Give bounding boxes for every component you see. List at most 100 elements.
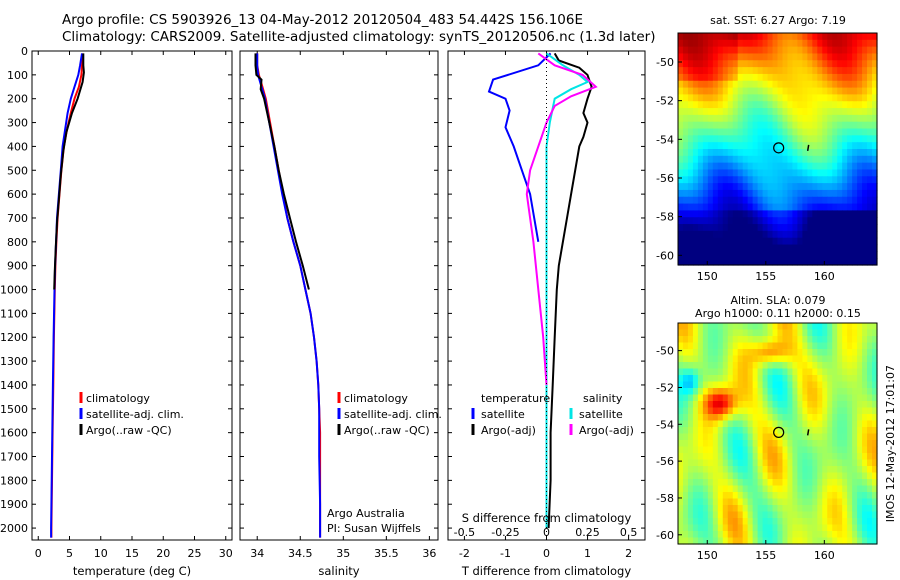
xtick-label-0-0: 0 bbox=[35, 547, 42, 560]
map-frame-4 bbox=[677, 322, 878, 545]
ytick-label-13: 1300 bbox=[0, 355, 28, 368]
xtick-label-1-2: 35 bbox=[336, 547, 350, 560]
xtick-label-0-1: 5 bbox=[66, 547, 73, 560]
ytick-label-11: 1100 bbox=[0, 307, 28, 320]
legend-group-title-0: temperature bbox=[481, 392, 550, 405]
series-1-0 bbox=[256, 53, 322, 538]
series-0-2 bbox=[53, 53, 85, 290]
map-title-1: Altim. SLA: 0.079 bbox=[730, 294, 825, 307]
ytick-label-14: 1400 bbox=[0, 379, 28, 392]
xtick-label-1-3: 35.5 bbox=[374, 547, 399, 560]
xtick-label-2-2: 0 bbox=[543, 547, 550, 560]
map-xtick-label-4-0: 150 bbox=[697, 549, 718, 562]
series-0-1 bbox=[50, 53, 83, 538]
ytick-label-7: 700 bbox=[7, 212, 28, 225]
ytick-label-12: 1200 bbox=[0, 331, 28, 344]
legend-label-0-0: climatology bbox=[86, 392, 150, 405]
xtick-label-0-2: 10 bbox=[94, 547, 108, 560]
xlabel-1: salinity bbox=[318, 564, 359, 578]
series-2-3 bbox=[525, 52, 598, 386]
legend-label-diff-0-1: Argo(-adj) bbox=[481, 424, 536, 437]
map-ytick-label-3-4: -58 bbox=[656, 211, 674, 224]
ytick-label-6: 600 bbox=[7, 188, 28, 201]
argo-track-3 bbox=[806, 144, 810, 151]
xtick-label-0-3: 15 bbox=[125, 547, 139, 560]
ytick-label-0: 0 bbox=[21, 45, 28, 58]
ytick-label-2: 200 bbox=[7, 93, 28, 106]
ytick-label-17: 1700 bbox=[0, 451, 28, 464]
ytick-label-9: 900 bbox=[7, 260, 28, 273]
legend-label-1-2: Argo(..raw -QC) bbox=[344, 424, 430, 437]
argo-track-4 bbox=[806, 429, 810, 436]
top-xtick-label-1: -0.25 bbox=[491, 526, 519, 539]
top-axis-label: S difference from climatology bbox=[462, 511, 632, 525]
legend-label-1-0: climatology bbox=[344, 392, 408, 405]
xtick-label-1-1: 34.5 bbox=[288, 547, 313, 560]
top-xtick-label-0: -0.5 bbox=[454, 526, 475, 539]
legend-label-0-2: Argo(..raw -QC) bbox=[86, 424, 172, 437]
legend-label-0-1: satellite-adj. clim. bbox=[86, 408, 184, 421]
ytick-label-20: 2000 bbox=[0, 522, 28, 535]
top-xtick-label-4: 0.5 bbox=[620, 526, 638, 539]
map-xtick-label-3-2: 160 bbox=[814, 270, 835, 283]
xtick-label-2-1: -1 bbox=[500, 547, 511, 560]
map-subtitle-1: Argo h1000: 0.11 h2000: 0.15 bbox=[695, 307, 861, 320]
header-line-2: Climatology: CARS2009. Satellite-adjuste… bbox=[62, 29, 656, 45]
xtick-label-0-4: 20 bbox=[156, 547, 170, 560]
top-xtick-label-3: 0.25 bbox=[575, 526, 600, 539]
ytick-label-16: 1600 bbox=[0, 427, 28, 440]
ytick-label-15: 1500 bbox=[0, 403, 28, 416]
annotation-0: Argo Australia bbox=[327, 507, 405, 520]
map-title-0: sat. SST: 6.27 Argo: 7.19 bbox=[710, 14, 846, 27]
ytick-label-8: 800 bbox=[7, 236, 28, 249]
map-ytick-label-4-1: -52 bbox=[656, 381, 674, 394]
series-2-2 bbox=[545, 52, 590, 529]
map-ytick-label-4-5: -60 bbox=[656, 529, 674, 542]
map-frame-3 bbox=[677, 32, 878, 266]
xtick-label-0-6: 30 bbox=[219, 547, 233, 560]
ytick-label-19: 1900 bbox=[0, 498, 28, 511]
imos-timestamp: IMOS 12-May-2012 17:01:07 bbox=[884, 365, 897, 523]
map-ytick-label-3-1: -52 bbox=[656, 95, 674, 108]
legend-label-diff-0-0: satellite bbox=[481, 408, 525, 421]
legend-group-title-1: salinity bbox=[583, 392, 623, 405]
panel-frame-1 bbox=[239, 50, 439, 541]
series-1-1 bbox=[256, 53, 322, 538]
legend-label-diff-1-0: satellite bbox=[579, 408, 623, 421]
xtick-label-1-4: 36 bbox=[422, 547, 436, 560]
map-ytick-label-4-3: -56 bbox=[656, 455, 674, 468]
series-0-0 bbox=[50, 53, 84, 538]
xlabel-2: T difference from climatology bbox=[461, 564, 632, 578]
map-ytick-label-4-4: -58 bbox=[656, 492, 674, 505]
xlabel-0: temperature (deg C) bbox=[73, 564, 191, 578]
legend-label-1-1: satellite-adj. clim. bbox=[344, 408, 442, 421]
ytick-label-4: 400 bbox=[7, 140, 28, 153]
top-xtick-label-2: 0 bbox=[543, 526, 550, 539]
map-xtick-label-4-1: 155 bbox=[755, 549, 776, 562]
annotation-1: PI: Susan Wijffels bbox=[327, 522, 421, 535]
map-xtick-label-4-2: 160 bbox=[814, 549, 835, 562]
map-cells-4 bbox=[678, 323, 878, 545]
series-2-1 bbox=[547, 52, 593, 529]
xtick-label-2-0: -2 bbox=[459, 547, 470, 560]
map-ytick-label-3-3: -56 bbox=[656, 172, 674, 185]
map-xtick-label-3-0: 150 bbox=[697, 270, 718, 283]
xtick-label-0-5: 25 bbox=[188, 547, 202, 560]
header-line-1: Argo profile: CS 5903926_13 04-May-2012 … bbox=[62, 12, 583, 28]
ytick-label-10: 1000 bbox=[0, 284, 28, 297]
legend-label-diff-1-1: Argo(-adj) bbox=[579, 424, 634, 437]
argo-marker-4 bbox=[773, 426, 785, 438]
ytick-label-18: 1800 bbox=[0, 474, 28, 487]
map-ytick-label-4-2: -54 bbox=[656, 418, 674, 431]
map-ytick-label-3-0: -50 bbox=[656, 56, 674, 69]
xtick-label-2-4: 2 bbox=[625, 547, 632, 560]
ytick-label-3: 300 bbox=[7, 117, 28, 130]
map-xtick-label-3-1: 155 bbox=[755, 270, 776, 283]
xtick-label-1-0: 34 bbox=[250, 547, 264, 560]
argo-marker-3 bbox=[773, 142, 785, 154]
map-ytick-label-3-2: -54 bbox=[656, 133, 674, 146]
map-cells-3 bbox=[678, 33, 878, 266]
map-ytick-label-4-0: -50 bbox=[656, 345, 674, 358]
panel-frame-0 bbox=[31, 50, 233, 541]
